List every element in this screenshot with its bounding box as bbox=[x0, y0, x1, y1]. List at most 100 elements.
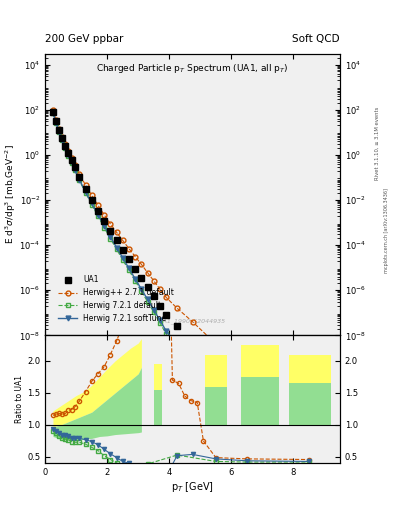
Herwig 7.2.1 softTune bbox=[175, 342, 180, 348]
Herwig 7.2.1 default bbox=[60, 137, 64, 143]
Y-axis label: E d$^3σ$/dp$^3$ [mb,GeV$^{-2}$]: E d$^3σ$/dp$^3$ [mb,GeV$^{-2}$] bbox=[4, 144, 18, 245]
Herwig 7.2.1 default bbox=[151, 309, 156, 315]
Legend: UA1, Herwig++ 2.7.1 default, Herwig 7.2.1 default, Herwig 7.2.1 softTune: UA1, Herwig++ 2.7.1 default, Herwig 7.2.… bbox=[55, 272, 177, 326]
Herwig++ 2.7.1 default bbox=[57, 126, 62, 132]
Herwig 7.2.1 default bbox=[83, 189, 88, 196]
Herwig++ 2.7.1 default bbox=[120, 238, 125, 244]
Herwig 7.2.1 default bbox=[72, 167, 77, 174]
UA1 bbox=[151, 293, 156, 299]
Herwig++ 2.7.1 default bbox=[89, 193, 94, 199]
Herwig 7.2.1 softTune bbox=[83, 189, 88, 195]
Herwig++ 2.7.1 default bbox=[164, 294, 169, 301]
Text: Rivet 3.1.10, ≥ 3.1M events: Rivet 3.1.10, ≥ 3.1M events bbox=[375, 106, 380, 180]
UA1 bbox=[158, 303, 162, 309]
UA1 bbox=[213, 358, 218, 365]
Text: Soft QCD: Soft QCD bbox=[292, 34, 340, 44]
Herwig++ 2.7.1 default bbox=[66, 148, 71, 154]
Herwig 7.2.1 softTune bbox=[51, 110, 55, 116]
Herwig 7.2.1 softTune bbox=[95, 212, 100, 218]
Herwig 7.2.1 softTune bbox=[72, 166, 77, 173]
Herwig++ 2.7.1 default bbox=[139, 261, 144, 267]
Herwig 7.2.1 default bbox=[133, 278, 138, 284]
Text: Charged Particle p$_T$ Spectrum (UA1, all p$_T$): Charged Particle p$_T$ Spectrum (UA1, al… bbox=[96, 62, 289, 75]
Herwig 7.2.1 softTune bbox=[190, 358, 195, 365]
Herwig++ 2.7.1 default bbox=[51, 108, 55, 114]
Herwig 7.2.1 default bbox=[120, 257, 125, 263]
UA1 bbox=[120, 247, 125, 253]
Herwig 7.2.1 default bbox=[89, 202, 94, 208]
Herwig 7.2.1 softTune bbox=[139, 286, 144, 292]
UA1 bbox=[63, 143, 68, 149]
Herwig++ 2.7.1 default bbox=[77, 171, 82, 177]
Herwig 7.2.1 softTune bbox=[69, 159, 74, 165]
Herwig 7.2.1 default bbox=[63, 145, 68, 152]
Line: UA1: UA1 bbox=[50, 109, 312, 413]
Herwig 7.2.1 default bbox=[190, 361, 195, 368]
Herwig 7.2.1 default bbox=[139, 288, 144, 294]
UA1 bbox=[164, 312, 169, 318]
Herwig 7.2.1 softTune bbox=[120, 255, 125, 261]
UA1 bbox=[127, 257, 131, 263]
X-axis label: p$_T$ [GeV]: p$_T$ [GeV] bbox=[171, 480, 214, 494]
UA1 bbox=[69, 157, 74, 163]
UA1 bbox=[60, 135, 64, 141]
Herwig 7.2.1 default bbox=[51, 110, 55, 116]
UA1 bbox=[139, 275, 144, 281]
Herwig++ 2.7.1 default bbox=[158, 286, 162, 292]
UA1 bbox=[83, 186, 88, 192]
UA1 bbox=[89, 197, 94, 203]
UA1 bbox=[72, 164, 77, 170]
Line: Herwig 7.2.1 softTune: Herwig 7.2.1 softTune bbox=[51, 110, 311, 464]
Herwig++ 2.7.1 default bbox=[95, 202, 100, 208]
UA1 bbox=[175, 323, 180, 329]
Herwig 7.2.1 default bbox=[158, 320, 162, 326]
Herwig 7.2.1 default bbox=[77, 177, 82, 183]
Herwig 7.2.1 softTune bbox=[244, 422, 249, 429]
Herwig++ 2.7.1 default bbox=[151, 278, 156, 284]
Herwig 7.2.1 default bbox=[127, 267, 131, 273]
Herwig 7.2.1 default bbox=[307, 464, 311, 470]
Herwig 7.2.1 default bbox=[175, 345, 180, 351]
UA1 bbox=[244, 384, 249, 390]
UA1 bbox=[307, 407, 311, 413]
Herwig 7.2.1 softTune bbox=[133, 276, 138, 282]
Herwig 7.2.1 default bbox=[244, 426, 249, 432]
Text: mcplots.cern.ch [arXiv:1306.3436]: mcplots.cern.ch [arXiv:1306.3436] bbox=[384, 188, 389, 273]
Herwig++ 2.7.1 default bbox=[175, 305, 180, 311]
UA1 bbox=[102, 218, 107, 224]
Herwig 7.2.1 default bbox=[57, 129, 62, 135]
UA1 bbox=[57, 127, 62, 134]
Herwig 7.2.1 softTune bbox=[114, 244, 119, 250]
UA1 bbox=[190, 337, 195, 344]
Herwig++ 2.7.1 default bbox=[72, 162, 77, 168]
Line: Herwig++ 2.7.1 default: Herwig++ 2.7.1 default bbox=[51, 108, 311, 400]
UA1 bbox=[114, 238, 119, 244]
Herwig 7.2.1 softTune bbox=[164, 328, 169, 334]
Herwig 7.2.1 softTune bbox=[102, 223, 107, 229]
Herwig++ 2.7.1 default bbox=[114, 229, 119, 236]
Herwig++ 2.7.1 default bbox=[60, 134, 64, 140]
Herwig++ 2.7.1 default bbox=[213, 341, 218, 347]
Herwig++ 2.7.1 default bbox=[69, 155, 74, 161]
UA1 bbox=[133, 266, 138, 272]
UA1 bbox=[51, 109, 55, 115]
Herwig 7.2.1 softTune bbox=[307, 459, 311, 465]
Herwig 7.2.1 default bbox=[213, 392, 218, 398]
Herwig 7.2.1 softTune bbox=[77, 177, 82, 183]
UA1 bbox=[145, 284, 150, 290]
Herwig 7.2.1 softTune bbox=[89, 200, 94, 206]
Herwig 7.2.1 softTune bbox=[145, 296, 150, 303]
Herwig 7.2.1 default bbox=[69, 160, 74, 166]
Herwig++ 2.7.1 default bbox=[102, 212, 107, 218]
UA1 bbox=[108, 228, 113, 234]
Herwig 7.2.1 default bbox=[164, 331, 169, 337]
Line: Herwig 7.2.1 default: Herwig 7.2.1 default bbox=[51, 111, 311, 469]
Herwig 7.2.1 default bbox=[108, 236, 113, 242]
Herwig 7.2.1 default bbox=[95, 213, 100, 219]
Herwig++ 2.7.1 default bbox=[145, 270, 150, 276]
UA1 bbox=[66, 150, 71, 156]
Herwig 7.2.1 softTune bbox=[66, 152, 71, 158]
UA1 bbox=[77, 174, 82, 180]
Herwig++ 2.7.1 default bbox=[54, 117, 59, 123]
UA1 bbox=[54, 118, 59, 124]
